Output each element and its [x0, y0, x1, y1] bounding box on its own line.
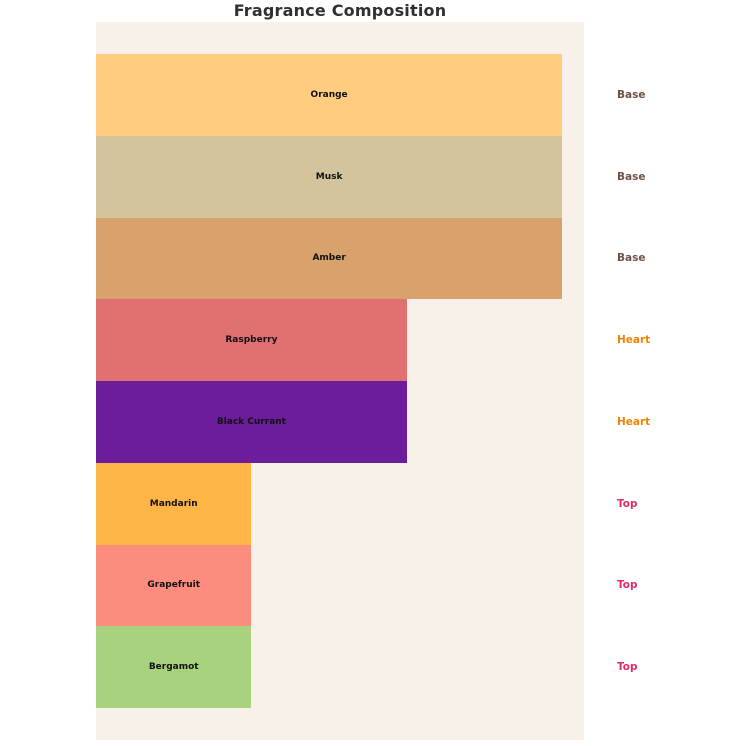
note-type-label-5: Top [617, 497, 638, 510]
note-type-label-1: Base [617, 170, 646, 183]
note-type-label-2: Base [617, 252, 646, 265]
bar-label-amber: Amber [312, 253, 346, 264]
bar-orange: Orange [96, 54, 563, 136]
bar-label-musk: Musk [315, 171, 343, 182]
bar-raspberry: Raspberry [96, 299, 407, 381]
note-type-label-7: Top [617, 661, 638, 674]
bar-grapefruit: Grapefruit [96, 544, 252, 627]
bar-label-mandarin: Mandarin [149, 498, 198, 509]
chart-title: Fragrance Composition [233, 1, 447, 20]
note-type-label-6: Top [617, 579, 638, 592]
bar-label-raspberry: Raspberry [225, 335, 278, 346]
note-type-label-3: Heart [617, 334, 651, 347]
bar-musk: Musk [96, 135, 563, 218]
bar-amber: Amber [96, 217, 563, 300]
note-type-label-4: Heart [617, 415, 651, 428]
bar-label-black-currant: Black Currant [216, 416, 286, 427]
bar-label-orange: Orange [310, 89, 348, 100]
bar-bergamot: Bergamot [96, 626, 252, 708]
bar-label-bergamot: Bergamot [148, 662, 199, 673]
bar-mandarin: Mandarin [96, 462, 252, 545]
bar-black-currant: Black Currant [96, 381, 407, 463]
bar-label-grapefruit: Grapefruit [147, 580, 200, 591]
note-type-label-0: Base [617, 88, 646, 101]
